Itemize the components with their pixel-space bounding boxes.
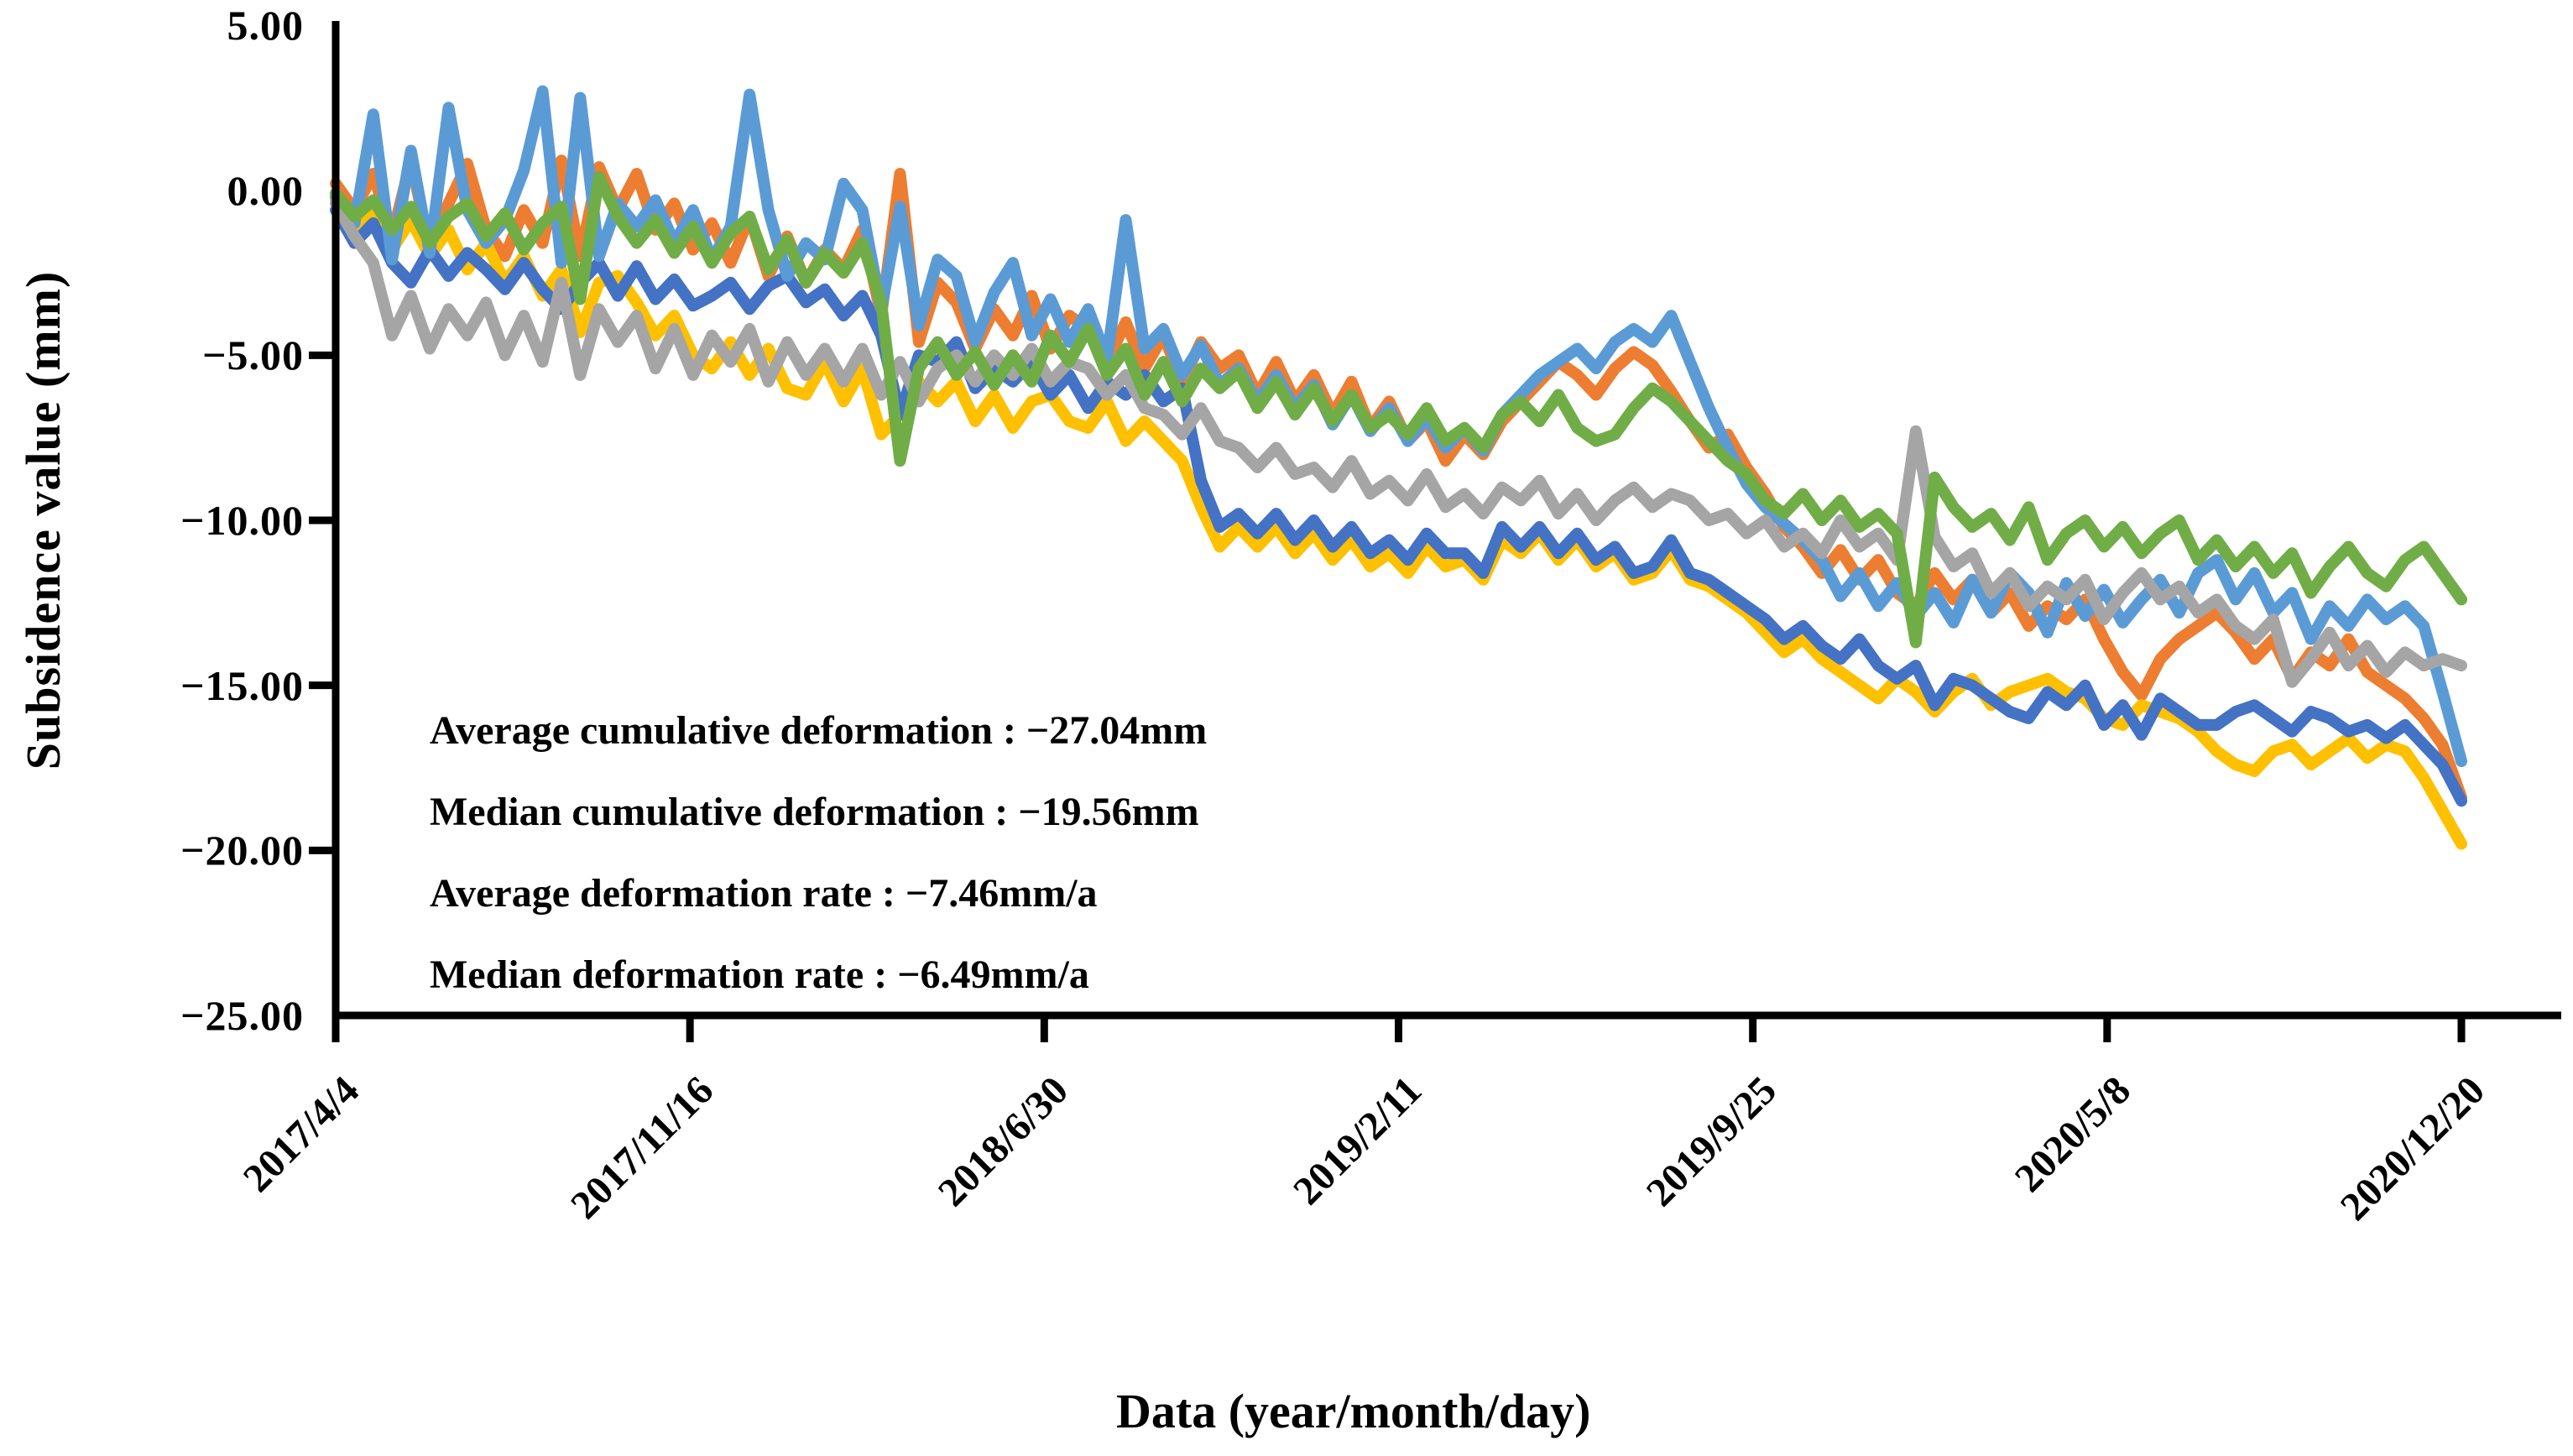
y-tick-label: 0.00 — [227, 166, 304, 214]
y-tick-label: 5.00 — [227, 2, 304, 49]
x-axis-title: Data (year/month/day) — [1116, 1384, 1591, 1438]
y-tick-label: −5.00 — [202, 331, 304, 379]
annotation-avg-rate: Average deformation rate : −7.46mm/a — [430, 871, 1098, 916]
y-tick-label: −25.00 — [180, 992, 304, 1039]
annotation-median-rate: Median deformation rate : −6.49mm/a — [430, 952, 1089, 997]
y-tick-label: −10.00 — [180, 497, 304, 544]
statistics-annotation: Average cumulative deformation : −27.04m… — [430, 690, 1207, 1015]
series-line-dark-blue — [330, 204, 2467, 807]
annotation-avg-cumulative: Average cumulative deformation : −27.04m… — [430, 708, 1208, 753]
y-axis-title: Subsidence value (mm) — [16, 270, 70, 770]
annotation-median-cumulative: Median cumulative deformation : −19.56mm — [430, 790, 1199, 834]
y-tick-label: −15.00 — [180, 661, 304, 709]
series-line-green — [330, 170, 2467, 649]
y-tick-label: −20.00 — [180, 827, 304, 874]
series-line-gray — [330, 197, 2467, 688]
